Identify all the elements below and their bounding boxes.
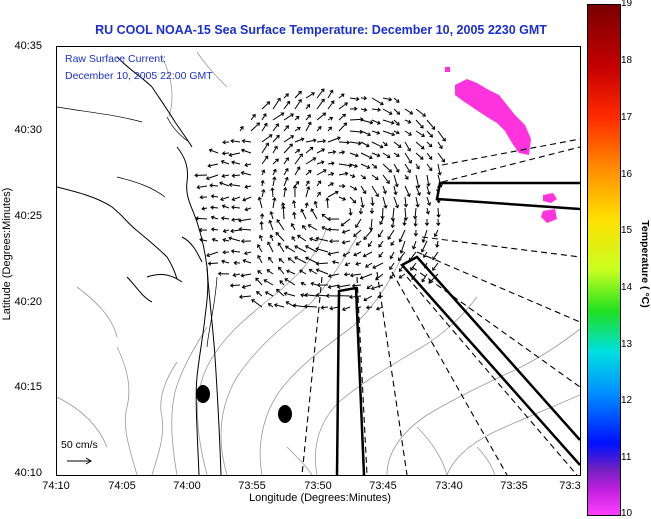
y-tick-label: 40:10	[14, 467, 42, 479]
station-marker	[196, 385, 210, 403]
colorbar	[587, 4, 621, 516]
current-vectors	[194, 88, 446, 312]
colorbar-title: Temperature ( °C)	[639, 220, 651, 308]
scale-label: 50 cm/s	[61, 439, 98, 451]
x-tick-label: 73:35	[500, 480, 528, 492]
y-axis-label: Latitude (Degrees:Minutes)	[1, 187, 13, 321]
x-tick-label: 74:00	[173, 480, 201, 492]
radar-dashed-lines	[301, 138, 580, 475]
colorbar-tick: 12	[621, 395, 633, 406]
x-tick-label: 73:55	[238, 480, 266, 492]
y-tick-label: 40:35	[14, 40, 42, 52]
x-tick-label: 73:3	[559, 480, 581, 492]
x-tick-label: 73:50	[304, 480, 332, 492]
x-tick-label: 73:45	[369, 480, 397, 492]
colorbar-tick: 14	[621, 282, 633, 293]
y-tick-label: 40:20	[14, 296, 42, 308]
radar-beam-boxes	[335, 181, 580, 475]
colorbar-tick: 18	[621, 55, 633, 66]
colorbar-tick: 10	[621, 508, 633, 519]
map-panel: Raw Surface Current: December 10, 2005 2…	[56, 46, 581, 476]
y-tick-label: 40:30	[14, 124, 42, 136]
raw-current-label: Raw Surface Current:	[65, 53, 166, 65]
colorbar-tick: 15	[621, 225, 633, 236]
scale-arrow	[67, 457, 92, 465]
bathymetry-contours	[57, 51, 580, 475]
colorbar-tick: 11	[621, 452, 632, 463]
raw-current-time: December 10, 2005 22:00 GMT	[65, 70, 213, 82]
sst-patches	[445, 67, 557, 223]
figure-title: RU COOL NOAA-15 Sea Surface Temperature:…	[95, 23, 547, 37]
colorbar-tick: 16	[621, 169, 633, 180]
coastline	[57, 56, 222, 475]
x-axis-label: Longitude (Degrees:Minutes)	[249, 492, 391, 504]
y-tick-label: 40:25	[14, 210, 42, 222]
land-features	[57, 106, 218, 348]
colorbar-tick: 13	[621, 339, 633, 350]
colorbar-tick: 17	[621, 112, 633, 123]
y-tick-label: 40:15	[14, 381, 42, 393]
station-marker	[278, 405, 292, 423]
x-tick-label: 74:10	[42, 480, 70, 492]
map-canvas	[57, 51, 580, 475]
colorbar-tick: 19	[621, 0, 633, 9]
x-tick-label: 73:40	[435, 480, 463, 492]
x-tick-label: 74:05	[108, 480, 136, 492]
